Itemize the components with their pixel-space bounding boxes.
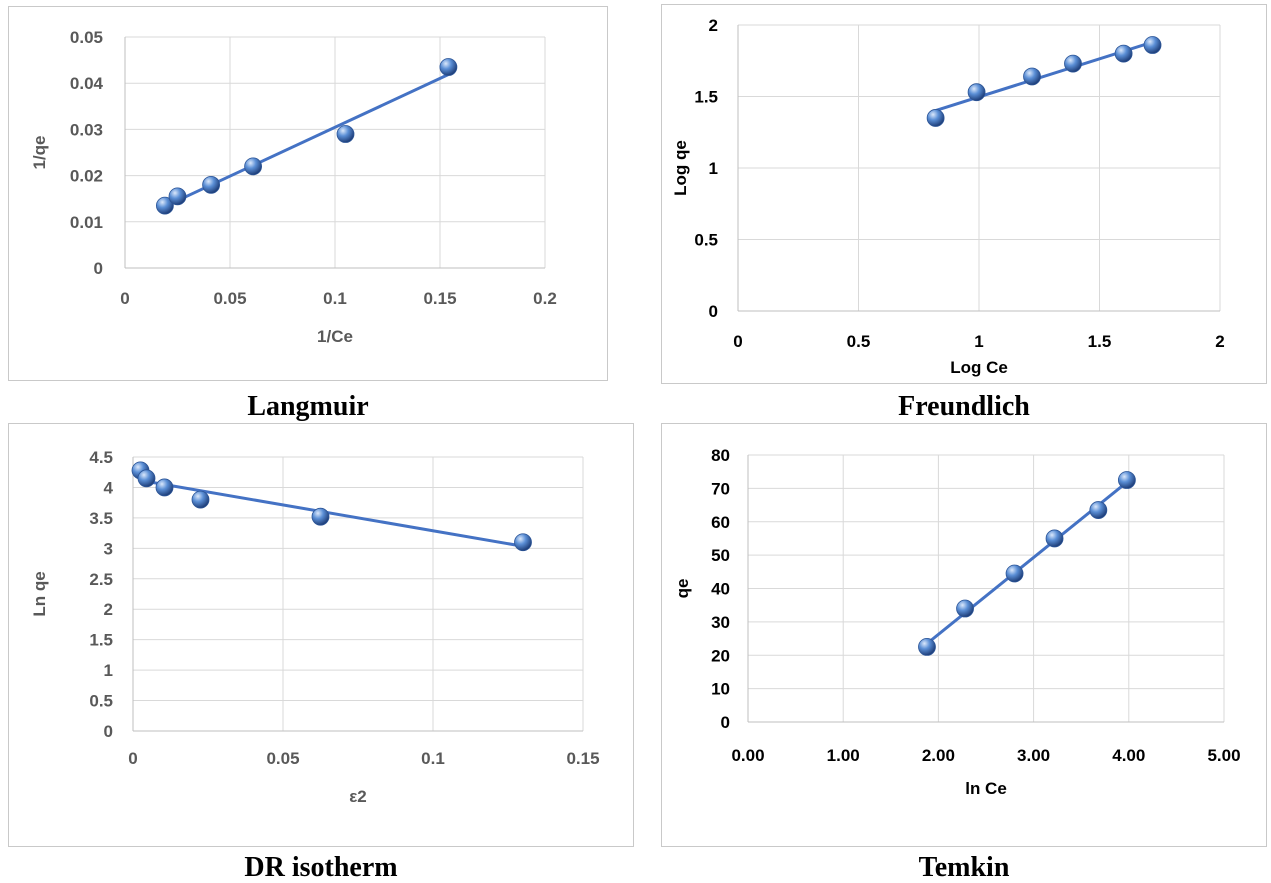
langmuir-y-tick-label: 0.04 [70,74,104,93]
dr-isotherm-data-point [137,469,156,488]
dr-isotherm-trendline [140,478,524,548]
langmuir-data-point [439,58,458,76]
temkin-data-point [1045,529,1064,548]
temkin-chart-panel: 0.00 1.00 2.00 3.00 4.00 5.00 0 10 20 30 40 50 60 70 8… [661,423,1267,847]
langmuir-x-tick-label: 0.15 [423,289,456,308]
temkin-x-tick-label: 1.00 [827,746,860,765]
langmuir-x-tick-label: 0.05 [213,289,246,308]
freundlich-data-point [967,83,986,102]
langmuir-data-point [155,196,174,215]
langmuir-y-axis-label: 1/qe [30,135,49,169]
dr-isotherm-y-tick-label: 4 [104,478,114,497]
dr-isotherm-y-tick-label: 1.5 [89,631,113,650]
temkin-y-tick-label: 30 [711,613,730,632]
freundlich-x-tick-label: 1 [974,332,983,351]
dr-isotherm-x-axis-label: ε2 [349,787,367,806]
temkin-y-tick-label: 10 [711,680,730,699]
freundlich-data-point [1143,36,1162,54]
dr-isotherm-x-tick-label: 0 [128,749,137,768]
dr-isotherm-x-tick-label: 0.1 [421,749,445,768]
langmuir-y-tick-label: 0.03 [70,120,103,139]
langmuir-data-point [244,157,263,176]
dr-isotherm-x-tick-label: 0.05 [266,749,299,768]
langmuir-x-tick-label: 0 [120,289,129,308]
freundlich-data-point [1114,44,1133,63]
dr-isotherm-y-tick-label: 0 [104,722,113,741]
dr-isotherm-y-axis-label: Ln qe [30,571,49,616]
temkin-x-tick-label: 3.00 [1017,746,1050,765]
temkin-chart: 0.00 1.00 2.00 3.00 4.00 5.00 0 10 20 30 40 50 60 70 8… [673,446,1241,798]
dr-isotherm-x-tick-label: 0.15 [566,749,599,768]
temkin-data-point [956,599,974,618]
dr-isotherm-chart: 0 0.05 0.1 0.15 0 0.5 1 1.5 2 2.5 3 3.5 4 4.5 ε2 Ln qe [30,448,600,806]
freundlich-chart: 0 0.5 1 1.5 2 0 0.5 1 1.5 2 Log Ce Log qe [671,16,1225,377]
langmuir-chart-panel: 0 0.05 0.1 0.15 0.2 0 0.01 0.02 0.03 0.04 0.05 1/Ce… [8,6,608,381]
freundlich-data-point [926,109,945,127]
langmuir-y-tick-label: 0.02 [70,167,103,186]
temkin-data-point [1089,501,1108,519]
temkin-caption: Temkin [918,852,1010,883]
dr-isotherm-caption: DR isotherm [244,852,398,883]
temkin-x-tick-label: 0.00 [731,746,764,765]
freundlich-y-tick-label: 0 [709,302,718,321]
temkin-y-tick-label: 70 [711,479,730,498]
freundlich-x-tick-label: 1.5 [1088,332,1112,351]
langmuir-caption: Langmuir [247,391,369,422]
temkin-data-point [918,638,936,656]
freundlich-chart-panel: 0 0.5 1 1.5 2 0 0.5 1 1.5 2 Log Ce Log qe [661,4,1267,384]
dr-isotherm-y-tick-label: 3 [104,539,113,558]
freundlich-y-tick-label: 1 [709,159,718,178]
temkin-data-point [1117,471,1136,489]
temkin-y-tick-label: 60 [711,513,730,532]
temkin-y-tick-label: 80 [711,446,730,465]
langmuir-chart: 0 0.05 0.1 0.15 0.2 0 0.01 0.02 0.03 0.04 0.05 1/Ce… [30,28,557,346]
freundlich-y-tick-label: 0.5 [694,231,718,250]
freundlich-x-tick-label: 0 [733,332,742,351]
freundlich-x-tick-label: 0.5 [847,332,871,351]
temkin-x-tick-label: 5.00 [1207,746,1240,765]
dr-isotherm-y-tick-label: 1 [104,661,113,680]
freundlich-y-axis-label: Log qe [671,140,690,196]
temkin-y-axis-label: qe [673,579,692,599]
dr-isotherm-data-point [514,533,532,552]
langmuir-x-tick-label: 0.1 [323,289,347,308]
langmuir-data-point [202,175,221,194]
freundlich-caption: Freundlich [898,391,1030,422]
langmuir-x-axis-label: 1/Ce [317,327,353,346]
langmuir-x-tick-label: 0.2 [533,289,557,308]
temkin-x-tick-label: 4.00 [1112,746,1145,765]
temkin-x-axis-label: ln Ce [965,779,1007,798]
freundlich-y-tick-label: 1.5 [694,88,718,107]
dr-isotherm-y-tick-label: 3.5 [89,509,113,528]
langmuir-data-point [336,125,355,143]
temkin-y-tick-label: 40 [711,580,730,599]
freundlich-data-point [1023,67,1041,86]
dr-isotherm-y-tick-label: 2.5 [89,570,113,589]
langmuir-y-tick-label: 0 [94,259,103,278]
temkin-data-point [1005,564,1024,583]
freundlich-x-axis-label: Log Ce [950,358,1008,377]
freundlich-x-tick-label: 2 [1215,332,1224,351]
dr-isotherm-data-point [311,507,330,526]
temkin-y-tick-label: 20 [711,646,730,665]
temkin-x-tick-label: 2.00 [922,746,955,765]
freundlich-y-tick-label: 2 [709,16,718,35]
dr-isotherm-y-tick-label: 4.5 [89,448,113,467]
freundlich-data-point [1064,54,1082,73]
dr-isotherm-chart-panel: 0 0.05 0.1 0.15 0 0.5 1 1.5 2 2.5 3 3.5 4 4.5 ε2 Ln qe [8,423,634,847]
temkin-y-tick-label: 50 [711,546,730,565]
dr-isotherm-y-tick-label: 2 [104,600,113,619]
temkin-y-tick-label: 0 [721,713,730,732]
langmuir-data-point [168,187,187,206]
dr-isotherm-y-tick-label: 0.5 [89,692,113,711]
langmuir-y-tick-label: 0.01 [70,213,103,232]
dr-isotherm-data-point [155,478,174,497]
langmuir-y-tick-label: 0.05 [70,28,103,47]
dr-isotherm-data-point [191,490,210,509]
